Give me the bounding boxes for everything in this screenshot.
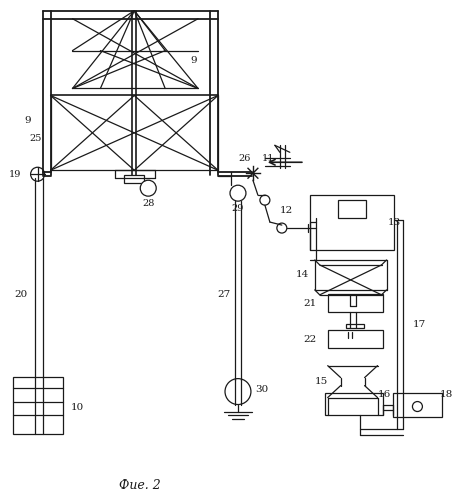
Bar: [346, 324, 364, 328]
Bar: [13, 376, 62, 434]
Bar: [325, 392, 382, 414]
Text: 30: 30: [255, 385, 268, 394]
Text: 22: 22: [303, 335, 316, 344]
Circle shape: [230, 185, 246, 201]
Text: 21: 21: [303, 300, 316, 308]
Text: 18: 18: [439, 390, 453, 399]
Circle shape: [225, 378, 251, 404]
Text: 13: 13: [387, 218, 401, 226]
Text: 9: 9: [190, 56, 197, 65]
Text: 20: 20: [14, 290, 27, 300]
Text: 12: 12: [280, 206, 293, 214]
Bar: [310, 195, 394, 250]
Text: 28: 28: [142, 198, 154, 207]
Text: 26: 26: [239, 154, 251, 163]
Bar: [328, 330, 382, 347]
Text: 27: 27: [218, 290, 230, 300]
Circle shape: [413, 402, 422, 411]
Bar: [346, 334, 364, 338]
Text: Фие. 2: Фие. 2: [119, 479, 161, 492]
Text: 14: 14: [296, 270, 309, 280]
Circle shape: [260, 195, 270, 205]
Bar: [124, 175, 144, 183]
Text: 10: 10: [71, 403, 84, 412]
Circle shape: [31, 168, 45, 181]
Text: 19: 19: [8, 170, 21, 178]
Circle shape: [140, 180, 156, 196]
Text: 9: 9: [24, 116, 31, 125]
Text: 17: 17: [413, 320, 425, 330]
Text: 16: 16: [378, 390, 391, 399]
Text: 15: 15: [315, 377, 328, 386]
Text: 11: 11: [262, 154, 274, 163]
Bar: [338, 200, 365, 218]
Bar: [328, 294, 382, 312]
Bar: [392, 392, 442, 417]
Text: 29: 29: [232, 204, 244, 212]
Circle shape: [277, 223, 287, 233]
Text: 25: 25: [29, 134, 42, 143]
